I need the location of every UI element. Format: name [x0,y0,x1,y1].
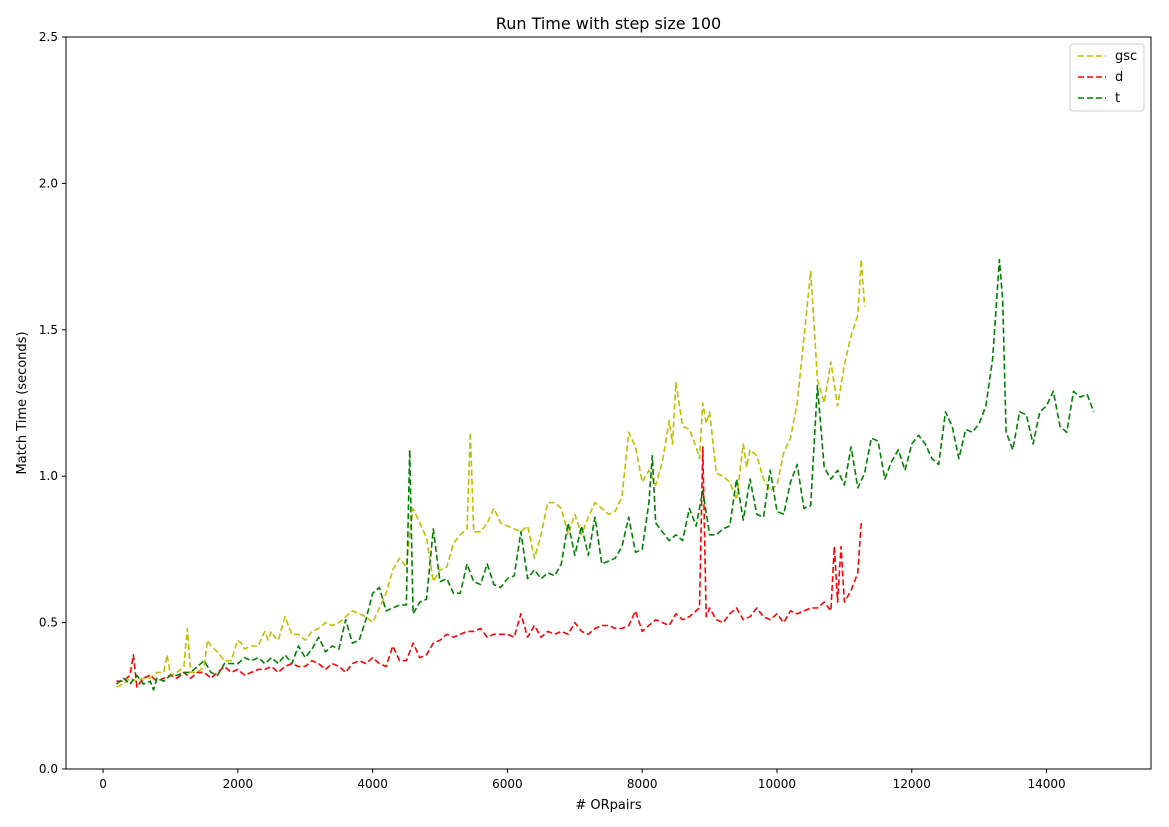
y-tick-label: 0.5 [39,616,58,630]
x-tick-label: 14000 [1027,777,1065,791]
chart-title: Run Time with step size 100 [496,14,721,33]
series-line-d [116,446,862,688]
legend-label-d: d [1115,70,1123,85]
legend-label-gsc: gsc [1115,49,1137,64]
legend-label-t: t [1115,91,1120,106]
series-layer [115,258,1095,691]
x-axis-ticks: 0 2000 4000 6000 8000 10000 12000 14000 [99,769,1066,791]
x-tick-label: 12000 [893,777,931,791]
y-tick-label: 1.5 [39,323,58,337]
y-tick-label: 1.0 [39,469,58,483]
y-axis-ticks: 0.0 0.5 1.0 1.5 2.0 2.5 [39,30,66,776]
x-tick-label: 6000 [492,777,523,791]
y-axis-title: Match Time (seconds) [15,331,30,474]
series-line-gsc [116,258,866,688]
x-tick-label: 0 [99,777,107,791]
x-tick-label: 10000 [758,777,796,791]
y-tick-label: 0.0 [39,762,58,776]
x-tick-label: 4000 [357,777,388,791]
x-axis-title: # ORpairs [575,798,641,813]
legend-box [1069,43,1145,112]
y-tick-label: 2.0 [39,176,58,190]
y-tick-label: 2.5 [39,30,58,44]
x-tick-label: 8000 [627,777,658,791]
plot-frame [65,36,1152,770]
series-line-t [115,258,1095,691]
x-tick-label: 2000 [223,777,254,791]
legend: gsc dt [1069,43,1145,112]
